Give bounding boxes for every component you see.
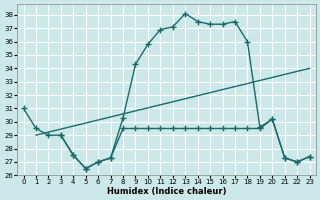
X-axis label: Humidex (Indice chaleur): Humidex (Indice chaleur): [107, 187, 226, 196]
